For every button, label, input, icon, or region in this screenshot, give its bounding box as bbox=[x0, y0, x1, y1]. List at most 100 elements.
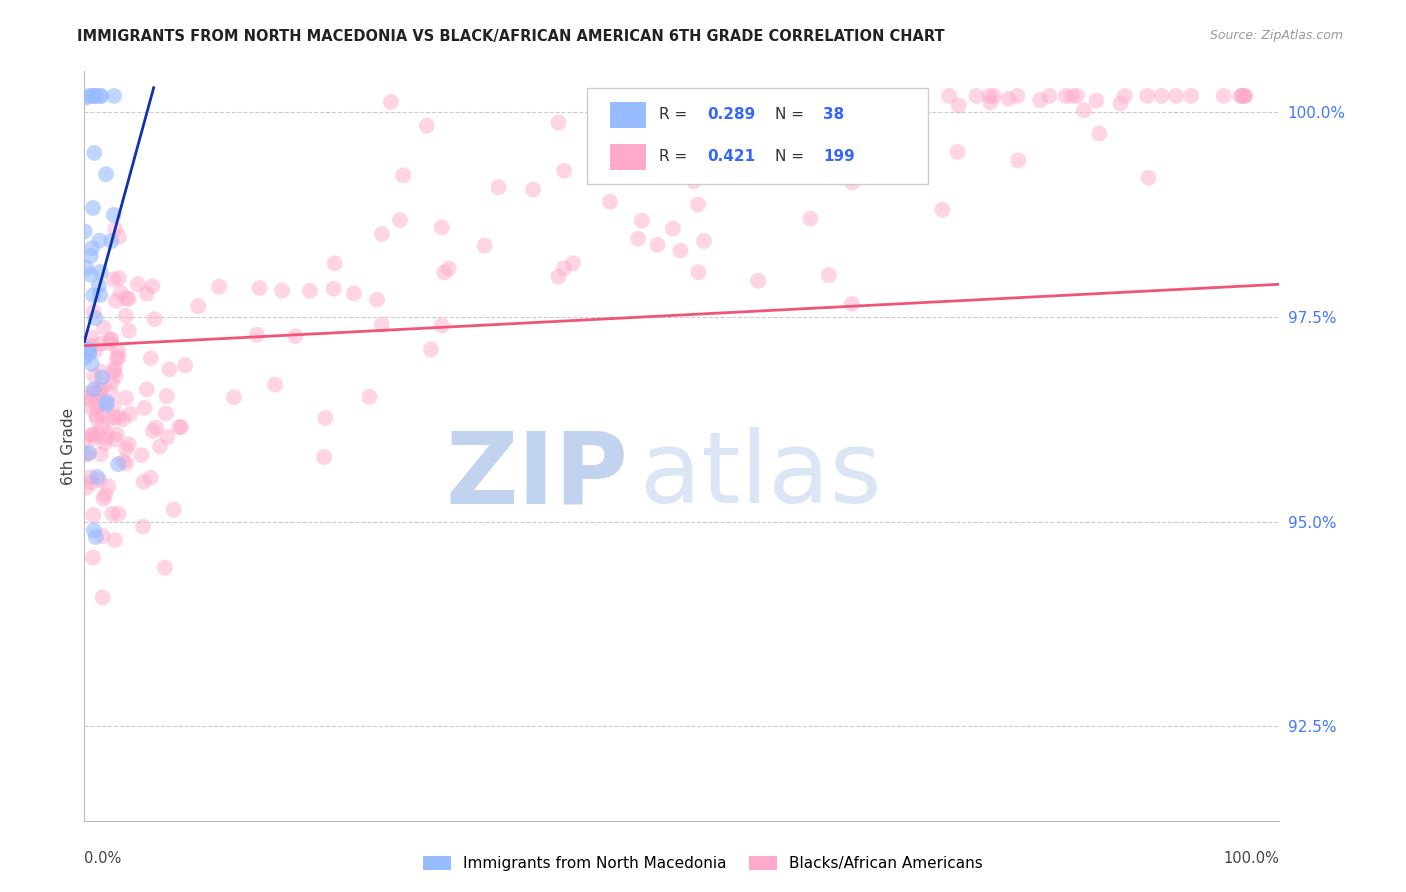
Point bbox=[208, 279, 231, 293]
Point bbox=[103, 89, 125, 103]
Point bbox=[388, 213, 411, 227]
Point bbox=[170, 420, 193, 434]
Point bbox=[75, 261, 97, 276]
Point bbox=[100, 386, 122, 401]
Point bbox=[1007, 89, 1029, 103]
Point bbox=[90, 447, 112, 461]
Point bbox=[80, 268, 103, 282]
Point bbox=[84, 409, 107, 423]
Point bbox=[107, 344, 129, 359]
Point bbox=[314, 411, 336, 425]
Point bbox=[430, 318, 453, 333]
Point bbox=[90, 89, 112, 103]
Point bbox=[420, 343, 443, 357]
Point bbox=[284, 329, 307, 343]
Point bbox=[392, 169, 415, 183]
Point bbox=[132, 519, 155, 533]
Point bbox=[108, 229, 131, 244]
Point bbox=[93, 436, 115, 450]
Point bbox=[82, 201, 104, 215]
Point bbox=[631, 213, 654, 227]
Point bbox=[96, 395, 118, 409]
Point bbox=[156, 430, 179, 444]
Point bbox=[73, 224, 96, 238]
Point bbox=[142, 424, 165, 438]
Point bbox=[343, 286, 366, 301]
Point bbox=[73, 391, 96, 405]
Point bbox=[84, 530, 107, 544]
Point bbox=[89, 473, 111, 487]
Point bbox=[662, 221, 685, 235]
Point bbox=[87, 426, 110, 441]
Point bbox=[149, 440, 172, 454]
Point bbox=[89, 234, 111, 248]
Point bbox=[91, 420, 114, 434]
Point bbox=[903, 89, 925, 103]
Point bbox=[103, 208, 125, 222]
Point bbox=[110, 285, 132, 300]
Text: N =: N = bbox=[775, 107, 808, 122]
Bar bbox=[610, 144, 647, 169]
Point bbox=[804, 89, 827, 103]
Point bbox=[103, 364, 125, 378]
Point bbox=[1029, 93, 1052, 107]
Point bbox=[1230, 89, 1253, 103]
Point bbox=[112, 454, 135, 468]
Point bbox=[156, 389, 179, 403]
Point bbox=[82, 89, 104, 103]
Point bbox=[112, 412, 135, 426]
Point bbox=[841, 297, 863, 311]
Point bbox=[84, 343, 107, 357]
Point bbox=[91, 591, 114, 605]
Point bbox=[627, 232, 650, 246]
Point bbox=[87, 386, 110, 401]
Point bbox=[107, 351, 129, 365]
Point bbox=[553, 261, 575, 276]
Point bbox=[488, 180, 510, 194]
Point bbox=[96, 398, 118, 412]
Point bbox=[714, 161, 737, 176]
Point bbox=[187, 299, 209, 313]
Point bbox=[314, 450, 336, 464]
Point bbox=[159, 362, 181, 376]
Point bbox=[134, 401, 156, 415]
Point bbox=[77, 89, 100, 103]
Text: ZIP: ZIP bbox=[446, 427, 628, 524]
Point bbox=[114, 309, 136, 323]
Point bbox=[87, 381, 110, 395]
Text: 0.289: 0.289 bbox=[707, 107, 755, 122]
Point bbox=[103, 272, 125, 286]
Point bbox=[107, 507, 129, 521]
Point bbox=[609, 153, 631, 168]
Point bbox=[1234, 89, 1257, 103]
Point bbox=[77, 347, 100, 361]
Point bbox=[1180, 89, 1202, 103]
Point bbox=[100, 234, 122, 248]
Point bbox=[323, 256, 346, 270]
Point bbox=[105, 351, 128, 365]
Point bbox=[1060, 89, 1083, 103]
Point bbox=[79, 385, 101, 400]
Point bbox=[89, 288, 111, 302]
Point bbox=[80, 357, 103, 371]
Point bbox=[1114, 89, 1136, 103]
Point bbox=[83, 432, 105, 446]
Point bbox=[77, 342, 100, 356]
Point bbox=[416, 119, 439, 133]
Point bbox=[139, 351, 162, 366]
Point bbox=[80, 401, 103, 415]
Point bbox=[115, 456, 138, 470]
Point bbox=[120, 407, 142, 421]
Point bbox=[103, 410, 125, 425]
Point bbox=[1066, 89, 1088, 103]
Point bbox=[167, 420, 190, 434]
Point bbox=[87, 278, 110, 293]
Point bbox=[155, 407, 177, 421]
Text: 0.0%: 0.0% bbox=[84, 851, 121, 866]
Point bbox=[688, 265, 710, 279]
Point bbox=[647, 237, 669, 252]
Point bbox=[107, 457, 129, 471]
Point bbox=[104, 533, 127, 548]
Point bbox=[108, 271, 131, 285]
Point bbox=[104, 222, 127, 236]
